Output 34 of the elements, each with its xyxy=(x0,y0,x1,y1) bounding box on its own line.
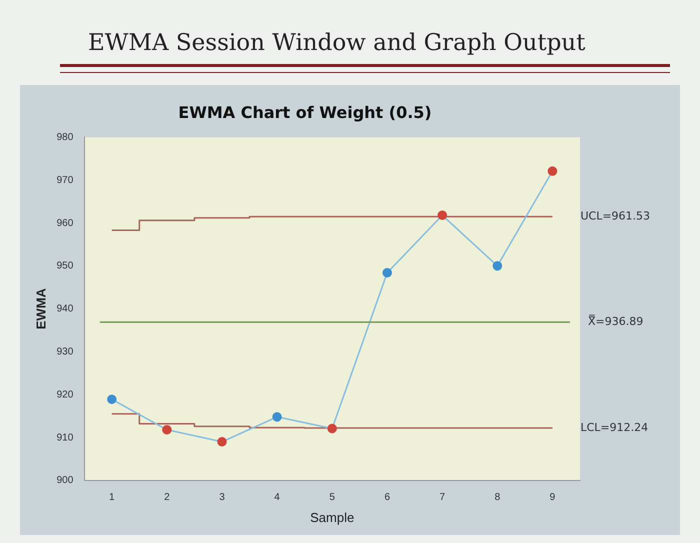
point xyxy=(272,412,282,422)
x-tick-label: 3 xyxy=(219,492,226,504)
y-tick-label: 940 xyxy=(56,304,74,315)
y-tick-label: 950 xyxy=(56,260,74,272)
point xyxy=(382,268,392,278)
y-tick-label: 930 xyxy=(56,346,74,358)
x-axis-title: Sample xyxy=(310,510,354,525)
x-tick-label: 2 xyxy=(164,492,170,504)
point xyxy=(438,210,448,220)
point xyxy=(548,166,558,176)
point xyxy=(162,425,172,435)
point xyxy=(107,394,117,404)
y-tick-label: 900 xyxy=(56,475,74,486)
point xyxy=(327,424,337,434)
text: EWMA Session Window and Graph Output xyxy=(88,30,586,56)
point xyxy=(217,437,227,447)
x-tick-label: 1 xyxy=(109,492,116,504)
x-tick-label: 7 xyxy=(440,492,446,504)
y-tick-label: 980 xyxy=(56,132,74,143)
text: LCL=912.24 xyxy=(580,420,648,434)
x-tick-label: 8 xyxy=(494,492,501,504)
y-axis-title: EWMA xyxy=(33,288,48,330)
y-tick-label: 970 xyxy=(56,174,74,186)
x-tick-label: 4 xyxy=(274,492,280,504)
chart-title: EWMA Chart of Weight (0.5) xyxy=(178,102,432,122)
x-tick-label: 9 xyxy=(550,492,556,504)
y-tick-label: 920 xyxy=(56,389,74,400)
ref-line-label: X̿=936.89 xyxy=(588,314,644,328)
point xyxy=(492,261,502,271)
x-tick-label: 6 xyxy=(384,492,390,504)
text: UCL=961.53 xyxy=(580,209,650,222)
x-tick-label: 5 xyxy=(329,492,336,504)
y-tick-label: 910 xyxy=(56,432,74,444)
y-tick-label: 960 xyxy=(56,218,74,229)
